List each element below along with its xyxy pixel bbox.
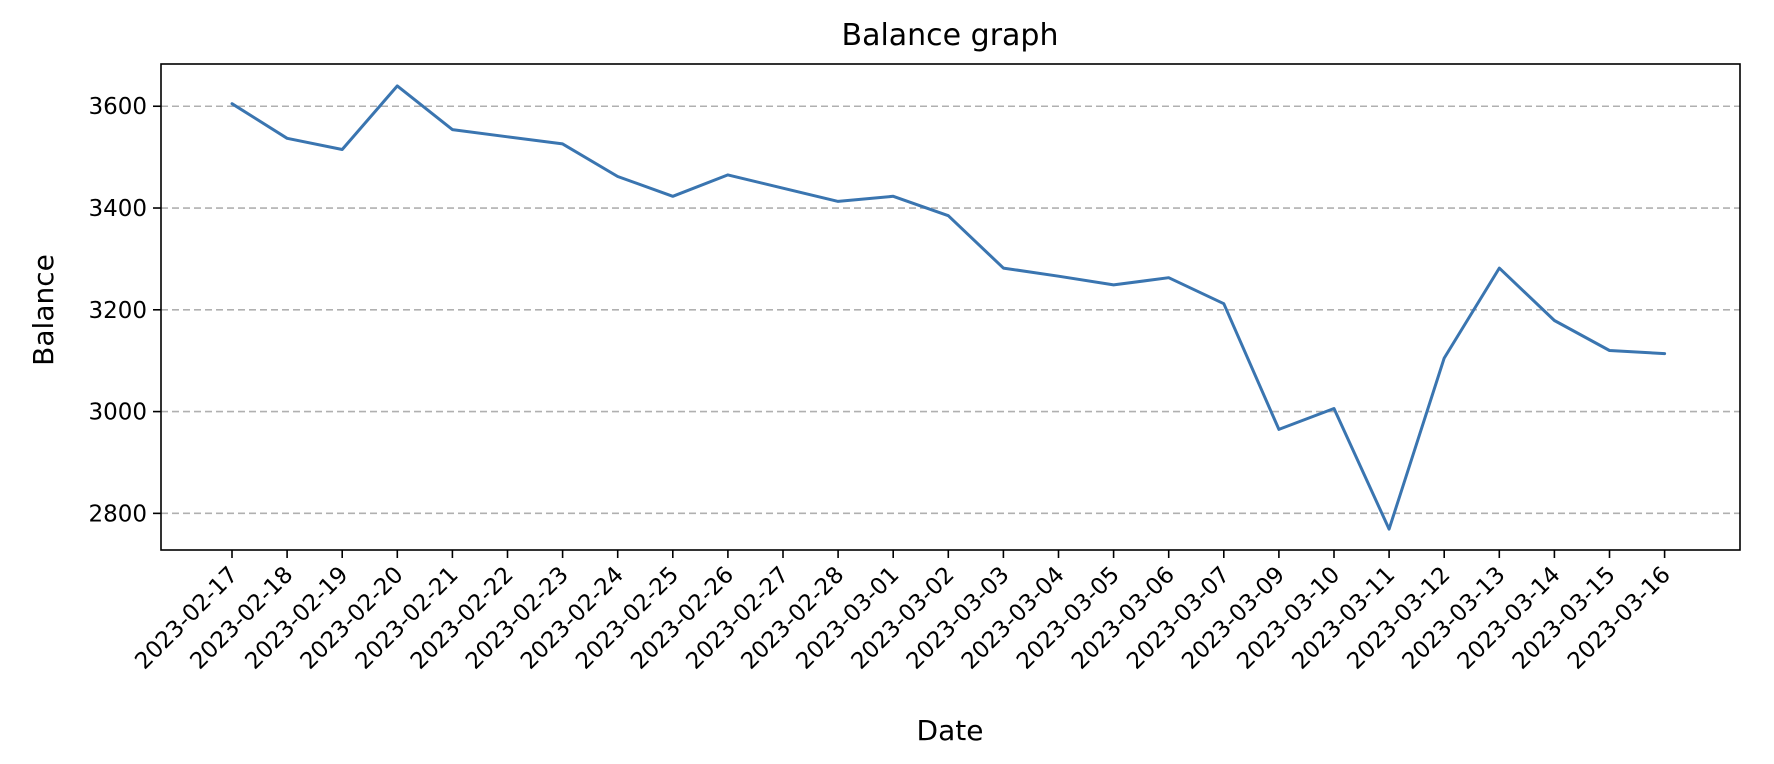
y-axis: 2800 3000 3200 3400 3600 xyxy=(88,94,161,527)
series-layer xyxy=(230,84,1667,531)
x-axis-label: Date xyxy=(917,714,984,747)
y-axis-label: Balance xyxy=(27,254,60,366)
plot-frame xyxy=(160,63,1741,551)
y-tick-label: 3000 xyxy=(88,400,147,426)
y-tick-label: 3600 xyxy=(88,94,147,120)
y-tick-label: 3400 xyxy=(88,196,147,222)
y-tick-label: 2800 xyxy=(88,501,147,527)
grid-lines xyxy=(161,105,1740,515)
y-tick-label: 3200 xyxy=(88,298,147,324)
x-axis: 2023-02-172023-02-182023-02-192023-02-20… xyxy=(130,550,1676,675)
chart-title: Balance graph xyxy=(841,18,1058,53)
